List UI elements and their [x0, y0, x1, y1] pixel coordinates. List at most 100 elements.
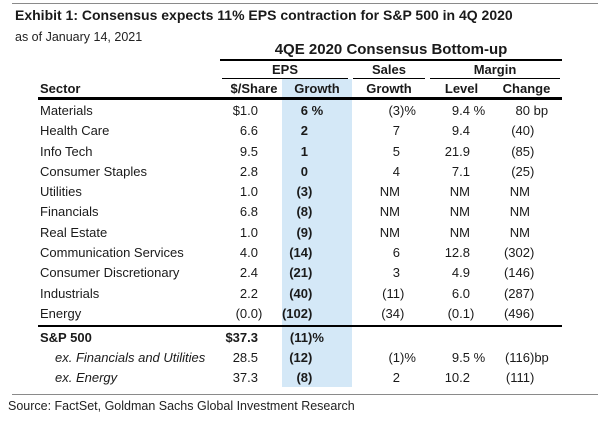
exhibit-title: Exhibit 1: Consensus expects 11% EPS con… — [15, 7, 513, 23]
table-row: Utilities 1.0 (3) NM NM NM — [38, 182, 562, 202]
cell: 4.0 — [239, 245, 258, 261]
cell: (111) — [505, 370, 535, 386]
cell: 5 — [392, 143, 400, 159]
table-summary: S&P 500 $37.3 (11)% ex. Financials and Util… — [38, 328, 562, 389]
cell — [324, 328, 417, 348]
table-row: Consumer Discretionary 2.4 (21) 3 4.9 (146) — [38, 263, 562, 283]
header-divider — [38, 97, 562, 100]
cell: 9.5 % — [451, 349, 486, 365]
cell: (8) — [296, 204, 313, 220]
cell: NM — [509, 224, 530, 240]
cell: (40) — [289, 285, 313, 301]
cell — [417, 328, 485, 348]
cell: (116)bp — [504, 349, 549, 365]
cell: 12.8 — [444, 245, 470, 261]
cell: 2 — [392, 370, 400, 386]
sector-label: S&P 500 — [40, 329, 92, 345]
cell: 80 bp — [515, 103, 549, 118]
highlight-band — [282, 79, 352, 387]
cell: (85) — [511, 143, 535, 159]
cell: 21.9 — [444, 143, 470, 159]
as-of-date: as of January 14, 2021 — [15, 30, 143, 44]
column-group-margin: Margin — [430, 62, 560, 79]
table-body: Materials $1.0 6 % (3)% 9.4 % 80 bp Health Car… — [38, 101, 562, 324]
cell: 2.2 — [239, 285, 258, 301]
col-header-margin-change: Change — [502, 81, 551, 96]
cell: NM — [379, 204, 400, 220]
cell: 6 — [392, 245, 400, 261]
cell: (14) — [289, 245, 313, 261]
cell: 0 — [300, 163, 308, 179]
sector-label: Consumer Discretionary — [40, 265, 180, 281]
cell: (287) — [503, 285, 535, 301]
cell: (25) — [511, 163, 535, 179]
cell: 3 — [392, 265, 400, 281]
col-header-sector: Sector — [40, 81, 81, 96]
cell: (8) — [296, 370, 313, 386]
summary-row: S&P 500 $37.3 (11)% — [38, 328, 562, 348]
cell: 4.9 — [451, 265, 470, 281]
table-title: 4QE 2020 Consensus Bottom-up — [220, 40, 562, 61]
cell — [485, 328, 550, 348]
column-group-eps: EPS — [222, 62, 348, 79]
sector-label: Consumer Staples — [40, 163, 147, 179]
cell: (0.0) — [235, 305, 263, 321]
summary-divider — [38, 324, 562, 327]
cell: 2 — [300, 123, 308, 139]
table-row: Communication Services 4.0 (14) 6 12.8 (302) — [38, 243, 562, 263]
cell: NM — [509, 204, 530, 220]
cell: (302) — [503, 245, 535, 261]
cell: (21) — [289, 265, 313, 281]
col-header-margin-level: Level — [444, 81, 479, 96]
cell: $1.0 — [232, 103, 258, 118]
cell: 9.4 — [451, 123, 470, 139]
cell: (0.1) — [447, 305, 475, 321]
sector-label: Materials — [40, 103, 93, 118]
sector-label: Energy — [40, 305, 82, 321]
cell: NM — [509, 184, 530, 200]
cell: NM — [379, 224, 400, 240]
cell: NM — [449, 184, 470, 200]
sector-label: Utilities — [40, 184, 82, 200]
cell: 1.0 — [239, 184, 258, 200]
column-group-sales: Sales — [353, 62, 425, 79]
cell: (3)% — [388, 103, 416, 118]
cell: (3) — [296, 184, 313, 200]
cell: 2.8 — [239, 163, 258, 179]
cell: 9.4 % — [451, 103, 486, 118]
sector-label: Financials — [40, 204, 99, 220]
cell: 6.8 — [239, 204, 258, 220]
cell: 1 — [300, 143, 308, 159]
sector-label: ex. Financials and Utilities — [55, 349, 206, 365]
cell: 7.1 — [451, 163, 470, 179]
cell: (12) — [289, 349, 313, 365]
cell: 6 % — [300, 103, 324, 118]
cell: (1)% — [388, 349, 416, 365]
sector-label: Health Care — [40, 123, 110, 139]
cell: 9.5 — [239, 143, 258, 159]
cell: (34) — [381, 305, 405, 321]
cell: (11)% — [289, 329, 324, 345]
sector-label: ex. Energy — [55, 370, 118, 386]
cell: (9) — [296, 224, 313, 240]
cell: 1.0 — [239, 224, 258, 240]
cell: 4 — [392, 163, 400, 179]
sector-label: Info Tech — [40, 143, 93, 159]
cell: (146) — [503, 265, 535, 281]
consensus-table: 4QE 2020 Consensus Bottom-up EPS Sales M… — [38, 40, 562, 390]
cell: 10.2 — [444, 370, 470, 386]
cell: (11) — [382, 285, 405, 301]
bottom-rule — [12, 394, 598, 395]
summary-row: ex. Energy 37.3 (8) 2 10.2 (111) — [38, 368, 562, 388]
col-header-sales-growth: Growth — [366, 81, 412, 96]
cell: $37.3 — [225, 329, 258, 345]
table-row: Info Tech 9.5 1 5 21.9 (85) — [38, 142, 562, 162]
source-note: Source: FactSet, Goldman Sachs Global In… — [8, 399, 355, 413]
cell: 37.3 — [232, 370, 258, 386]
table-row: Energy (0.0) (102) (34) (0.1) (496) — [38, 304, 562, 324]
sector-label: Real Estate — [40, 224, 108, 240]
cell: 6.0 — [451, 285, 470, 301]
table-row: Real Estate 1.0 (9) NM NM NM — [38, 223, 562, 243]
sector-label: Industrials — [40, 285, 100, 301]
cell: 6.6 — [239, 123, 258, 139]
